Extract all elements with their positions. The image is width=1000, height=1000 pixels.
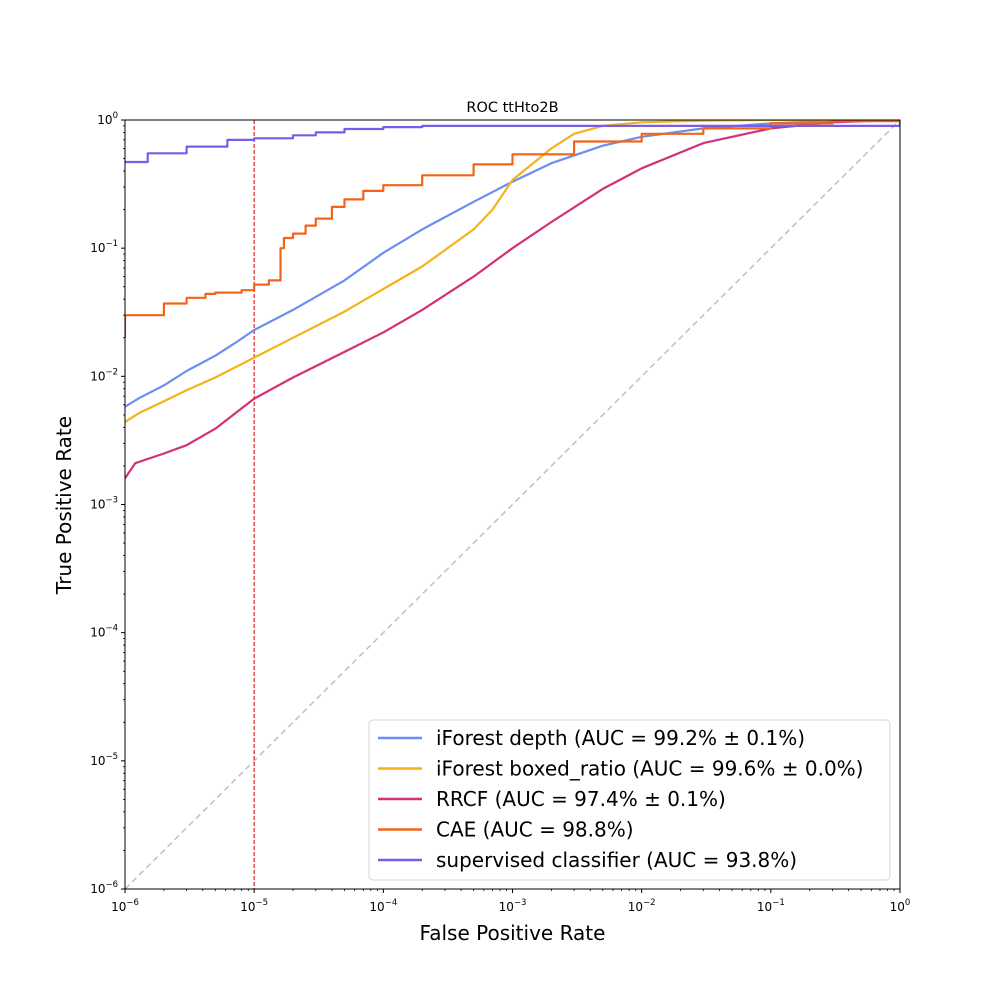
legend-box: [368, 719, 891, 881]
legend-label: RRCF (AUC = 97.4% ± 0.1%): [436, 787, 726, 811]
legend-label: CAE (AUC = 98.8%): [436, 818, 634, 842]
x-tick-label: 10−5: [240, 898, 268, 914]
series-line-2: [125, 120, 900, 423]
x-axis-ticks: 10−6 10−5 10−4 10−3 10−2 10−1 100: [111, 889, 910, 914]
y-tick-label: 10−2: [90, 367, 118, 383]
x-tick-label: 10−3: [499, 898, 527, 914]
series-line-5: [125, 120, 900, 164]
legend: iForest depth (AUC = 99.2% ± 0.1%) iFores…: [368, 719, 891, 881]
series-line-3: [125, 120, 900, 479]
x-axis-label: False Positive Rate: [420, 921, 606, 945]
y-tick-label: 10−3: [90, 496, 118, 512]
series-line-1: [125, 120, 900, 408]
x-tick-label: 100: [890, 898, 911, 914]
y-tick-label: 10−6: [90, 880, 118, 896]
legend-entry-5: supervised classifier (AUC = 93.8%): [378, 848, 797, 872]
y-axis-ticks: 10−6 10−5 10−4 10−3 10−2 10−1 100: [90, 111, 125, 896]
y-tick-label: 10−4: [90, 624, 118, 640]
y-tick-label: 100: [97, 111, 118, 127]
x-tick-label: 10−2: [628, 898, 656, 914]
y-tick-label: 10−1: [90, 239, 118, 255]
x-tick-label: 10−6: [111, 898, 139, 914]
y-tick-label: 10−5: [90, 752, 118, 768]
legend-label: supervised classifier (AUC = 93.8%): [436, 848, 797, 872]
x-tick-label: 10−1: [757, 898, 785, 914]
series-line-4: [125, 120, 900, 338]
chart-title: ROC ttHto2B: [466, 100, 558, 116]
random-guess-diagonal: [125, 120, 900, 889]
plot-area: [125, 120, 900, 889]
legend-entry-3: RRCF (AUC = 97.4% ± 0.1%): [378, 787, 726, 811]
legend-label: iForest depth (AUC = 99.2% ± 0.1%): [436, 726, 805, 750]
legend-entry-2: iForest boxed_ratio (AUC = 99.6% ± 0.0%): [378, 757, 863, 781]
legend-label: iForest boxed_ratio (AUC = 99.6% ± 0.0%): [436, 757, 863, 781]
legend-entry-4: CAE (AUC = 98.8%): [378, 818, 634, 842]
x-tick-label: 10−4: [369, 898, 397, 914]
legend-entry-1: iForest depth (AUC = 99.2% ± 0.1%): [378, 726, 805, 750]
y-axis-label: True Positive Rate: [52, 416, 76, 595]
